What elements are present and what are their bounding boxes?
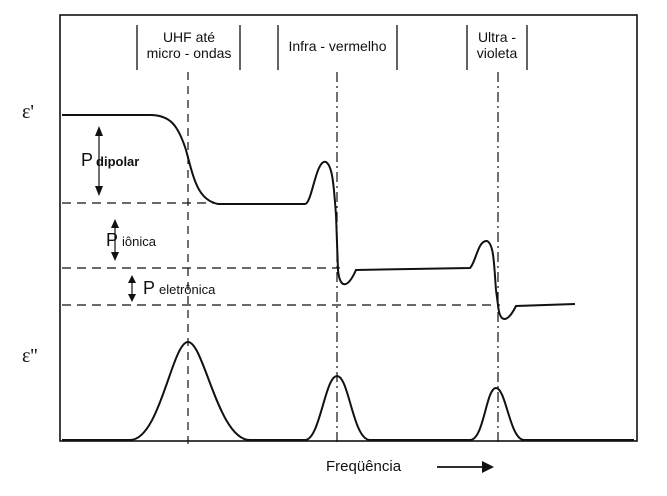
band-label-uv-line2: violeta bbox=[476, 45, 518, 61]
arrow-head-icon bbox=[128, 294, 136, 302]
band-label-uv-line1: Ultra - bbox=[477, 29, 517, 45]
dipolar-sub: dipolar bbox=[96, 154, 140, 169]
epsilon-real-curve bbox=[62, 114, 576, 320]
epsilon-imag-curve bbox=[62, 340, 634, 441]
epsilon-real-label: ε' bbox=[22, 101, 35, 123]
band-label-uv: Ultra - violeta bbox=[469, 29, 525, 61]
ionic-sub: iônica bbox=[122, 234, 156, 249]
arrow-head-icon bbox=[95, 126, 103, 136]
arrow-head-icon bbox=[95, 186, 103, 196]
electronic-p: P bbox=[143, 278, 156, 298]
band-label-uhf: UHF até micro - ondas bbox=[140, 29, 238, 61]
arrow-head-icon bbox=[111, 252, 119, 261]
arrow-head-icon bbox=[111, 219, 119, 228]
band-label-ir: Infra - vermelho bbox=[288, 38, 387, 54]
arrow-right-icon bbox=[482, 461, 494, 473]
epsilon-imag-label: ε'' bbox=[22, 345, 38, 367]
dipolar-p: P bbox=[81, 150, 94, 170]
band-label-uhf-line1: UHF até bbox=[162, 29, 216, 45]
frequency-label: Freqüência bbox=[326, 458, 402, 475]
electronic-sub: eletrônica bbox=[159, 282, 216, 297]
plot-frame bbox=[59, 14, 638, 442]
band-label-uhf-line2: micro - ondas bbox=[146, 45, 232, 61]
arrow-head-icon bbox=[128, 275, 136, 283]
ionic-p: P bbox=[106, 230, 119, 250]
